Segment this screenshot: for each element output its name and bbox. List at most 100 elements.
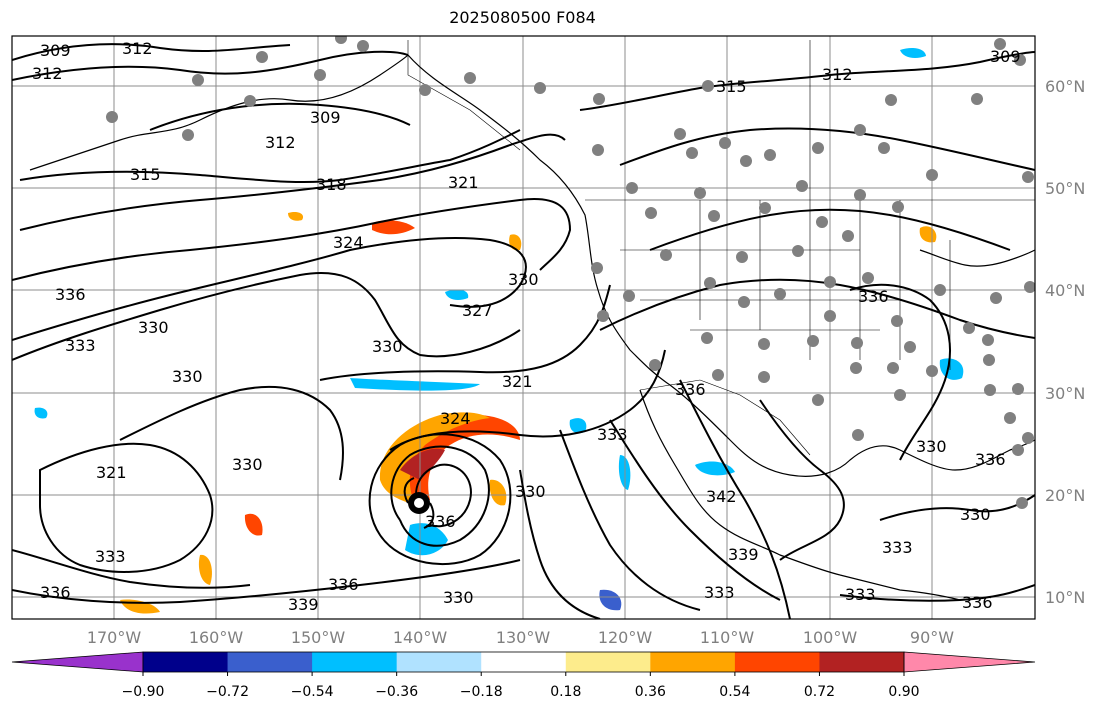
shade-cool xyxy=(569,418,587,434)
map-frame xyxy=(11,35,1036,620)
colorbar-segment xyxy=(312,652,398,672)
lon-label: 170°W xyxy=(87,628,142,647)
contour-label: 336 xyxy=(40,583,71,602)
contour-label: 333 xyxy=(845,585,876,604)
contour-label: 333 xyxy=(882,538,913,557)
shade-cool xyxy=(900,48,926,58)
contour-labels: 309 312 312 309 312 315 318 321 324 327 … xyxy=(32,39,1021,614)
contour-label: 333 xyxy=(704,583,735,602)
contour-label: 330 xyxy=(232,455,263,474)
contour-label: 330 xyxy=(138,318,169,337)
colorbar-segment xyxy=(650,652,736,672)
shade-cool xyxy=(445,289,469,300)
contour-label: 321 xyxy=(502,372,533,391)
colorbar-tick-label: 0.72 xyxy=(804,684,835,700)
lat-label: 20°N xyxy=(1045,486,1085,505)
contour-label: 336 xyxy=(328,575,359,594)
lon-label: 110°W xyxy=(700,628,755,647)
lat-label: 40°N xyxy=(1045,281,1085,300)
lat-label: 30°N xyxy=(1045,384,1085,403)
colorbar-tick-label: 0.36 xyxy=(635,684,666,700)
shade-warm xyxy=(288,211,304,221)
lat-label: 60°N xyxy=(1045,77,1085,96)
contour-label: 339 xyxy=(288,595,319,614)
shade-cool xyxy=(599,589,622,611)
colorbar-tick-label: −0.72 xyxy=(206,684,249,700)
colorbar-tick-label: 0.90 xyxy=(888,684,919,700)
contour-label: 324 xyxy=(333,233,364,252)
shade-warm xyxy=(372,220,415,235)
contour-label: 312 xyxy=(122,39,153,58)
colorbar-tick-label: 0.54 xyxy=(719,684,750,700)
contour-label: 333 xyxy=(597,425,628,444)
contour-label: 309 xyxy=(990,47,1021,66)
colorbar-tick-label: −0.90 xyxy=(122,684,165,700)
colorbar-tick-label: 0.18 xyxy=(550,684,581,700)
colorbar-segment xyxy=(734,652,820,672)
contour-label: 330 xyxy=(960,505,991,524)
contour-label: 312 xyxy=(32,64,63,83)
contour-label: 321 xyxy=(448,173,479,192)
colorbar-extend-high xyxy=(903,651,1036,673)
shade-warm xyxy=(198,554,212,585)
coastlines xyxy=(29,54,1035,601)
contour-label: 336 xyxy=(425,512,456,531)
colorbar-tick-label: −0.36 xyxy=(375,684,418,700)
colorbar-tick-label: −0.54 xyxy=(291,684,334,700)
contour-label: 330 xyxy=(443,588,474,607)
colorbar-outline xyxy=(142,651,905,673)
colorbar-segment xyxy=(143,652,229,672)
contour-label: 330 xyxy=(172,367,203,386)
contour-label: 336 xyxy=(975,450,1006,469)
contour-label: 336 xyxy=(858,287,889,306)
political-borders xyxy=(407,40,1035,456)
lon-label: 130°W xyxy=(496,628,551,647)
contour-label: 330 xyxy=(515,482,546,501)
map-title: 2025080500 F084 xyxy=(449,8,596,27)
contour-label: 333 xyxy=(65,336,96,355)
colorbar-segment xyxy=(565,652,651,672)
contour-label: 312 xyxy=(822,65,853,84)
lat-label: 50°N xyxy=(1045,179,1085,198)
contour-label: 324 xyxy=(440,409,471,428)
latitude-axis: 60°N 50°N 40°N 30°N 20°N 10°N xyxy=(1045,77,1085,607)
contour-label: 318 xyxy=(316,175,347,194)
shade-warm xyxy=(489,479,507,506)
shade-cool xyxy=(405,523,448,556)
lon-label: 90°W xyxy=(910,628,954,647)
lon-label: 160°W xyxy=(189,628,244,647)
contour-label: 336 xyxy=(962,593,993,612)
colorbar-segment xyxy=(819,652,905,672)
contour-label: 327 xyxy=(462,301,493,320)
contour-label: 315 xyxy=(716,77,747,96)
colorbar-extend-low xyxy=(11,651,144,673)
contour-label: 336 xyxy=(55,285,86,304)
shade-cool xyxy=(350,378,480,391)
colorbar-segment xyxy=(481,652,567,672)
contour-label: 321 xyxy=(96,463,127,482)
shade-cool xyxy=(34,407,48,419)
contour-label: 330 xyxy=(372,337,403,356)
contour-label: 333 xyxy=(95,547,126,566)
contour-label: 330 xyxy=(508,270,539,289)
station-markers xyxy=(106,36,1035,509)
lon-label: 150°W xyxy=(291,628,346,647)
shade-warm-strongest xyxy=(400,448,445,480)
tropical-cyclone-icon xyxy=(403,477,435,529)
longitude-axis: 170°W 160°W 150°W 140°W 130°W 120°W 110°… xyxy=(87,628,954,647)
lat-label: 10°N xyxy=(1045,588,1085,607)
contour-label: 342 xyxy=(706,487,737,506)
shade-warm xyxy=(244,513,263,536)
colorbar-tick-label: −0.18 xyxy=(460,684,503,700)
contour-label: 339 xyxy=(728,545,759,564)
lon-label: 100°W xyxy=(803,628,858,647)
contour-label: 312 xyxy=(265,133,296,152)
colorbar-segment xyxy=(396,652,482,672)
contour-label: 309 xyxy=(310,108,341,127)
lon-label: 140°W xyxy=(393,628,448,647)
lon-label: 120°W xyxy=(598,628,653,647)
contour-label: 315 xyxy=(130,165,161,184)
contour-label: 309 xyxy=(40,41,71,60)
colorbar-segment xyxy=(227,652,313,672)
